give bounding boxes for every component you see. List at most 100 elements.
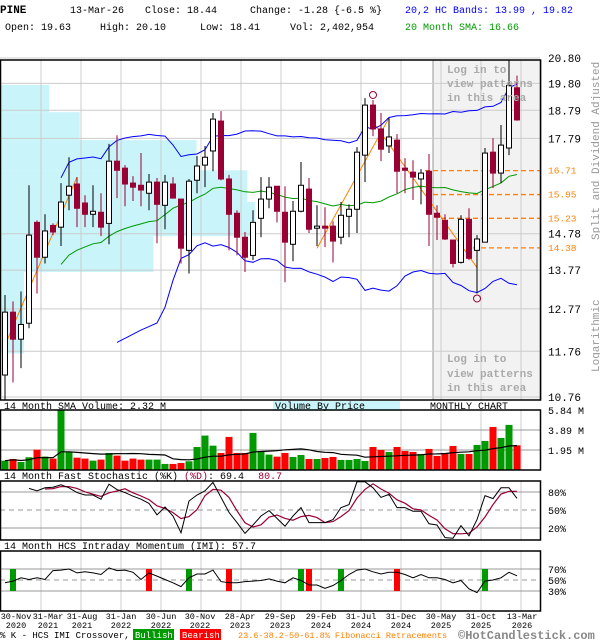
price-tick-label: 10.76	[548, 393, 581, 405]
volume-bar	[137, 459, 145, 470]
volume-bar	[313, 459, 321, 470]
legend-prefix: % K - HCS IMI Crossover,	[0, 631, 130, 640]
volume-bar	[17, 461, 25, 470]
date-tick-day: 29-Sep	[265, 612, 296, 622]
volume-bar	[129, 458, 137, 470]
volume-bar	[377, 449, 385, 470]
date-tick-day: 31-Dec	[386, 612, 417, 622]
volume-bar	[433, 455, 441, 470]
date-tick-day: 30-Nov	[185, 612, 216, 622]
volume-bar	[385, 451, 393, 470]
date-tick-year: 2023	[270, 621, 290, 631]
bullish-label: Bullish	[135, 631, 173, 640]
copyright-link[interactable]: ©HotCandlestick.com	[458, 629, 595, 640]
volume-by-price-label-bg	[273, 401, 400, 411]
stochastic-title-text: 14 Month Fast Stochastic (%K)	[4, 471, 184, 483]
bullish-candle-body	[346, 208, 352, 217]
locked-text-line: in this area	[447, 383, 527, 395]
bearish-candle-body	[242, 236, 248, 258]
imi-line	[4, 567, 518, 594]
bearish-crossover-marker	[226, 569, 232, 591]
price-tick-label: 13.77	[548, 266, 581, 278]
locked-text-line: view patterns	[447, 79, 533, 91]
volume-by-price-bars	[1, 84, 255, 354]
pivot-markers	[369, 90, 481, 303]
bullish-candle-body	[354, 151, 360, 210]
bullish-candle-body	[506, 84, 512, 149]
date-tick-year: 2022	[190, 621, 210, 631]
volume-bar	[353, 459, 361, 470]
volume-bar	[417, 453, 425, 470]
volume-by-price-bar	[1, 112, 80, 141]
volume-bar	[153, 459, 161, 470]
sma-value: 20 Month SMA: 16.66	[405, 22, 519, 34]
date-tick-year: 2026	[512, 621, 532, 631]
volume-by-price-bar	[1, 140, 197, 171]
locked-text-top: Log in to view patterns in this area	[447, 65, 533, 105]
date-tick-day: 30-May	[426, 612, 457, 622]
date-tick-day: 28-Apr	[225, 612, 256, 622]
volume-bar	[513, 445, 521, 470]
price-tick-label: 18.79	[548, 106, 581, 118]
volume-value: Vol: 2,402,954	[290, 22, 374, 34]
bullish-candle-body	[210, 118, 216, 152]
candlesticks	[2, 60, 520, 400]
volume-bar	[145, 459, 153, 470]
volume-bar	[97, 459, 105, 470]
indicator-overlays	[60, 83, 518, 343]
volume-bar	[105, 452, 113, 470]
stochastic-d-line	[44, 483, 518, 535]
volume-bar	[217, 452, 225, 470]
low-value: Low: 18.41	[200, 23, 260, 34]
open-value: Open: 19.63	[5, 23, 71, 34]
imi-panel: 70%50%30%	[0, 550, 566, 612]
stochastic-panel-frame	[0, 480, 542, 541]
volume-panel-frame	[0, 409, 542, 471]
volume-bar	[337, 459, 345, 470]
locked-text-bottom: Log in to view patterns in this area	[447, 354, 533, 395]
bullish-candle-body	[458, 218, 464, 263]
upper-band-line	[60, 83, 518, 179]
volume-bar	[73, 457, 81, 470]
volume-bar	[41, 456, 49, 470]
bearish-candle-body	[490, 151, 496, 174]
volume-bar	[297, 455, 305, 470]
imi-panel-frame	[0, 550, 542, 612]
volume-bar	[225, 436, 233, 470]
bullish-candle-body	[106, 160, 112, 224]
volume-bar	[257, 451, 265, 470]
date-tick-day: 30-Jun	[146, 612, 177, 622]
bearish-candle-body	[514, 87, 520, 121]
volume-by-price-bar	[1, 236, 154, 273]
date-tick-year: 2022	[151, 621, 171, 631]
volume-panel: 5.84 M 3.89 M 1.95 M	[0, 407, 584, 471]
date-tick-year: 2020	[6, 621, 26, 631]
volume-by-price-bar	[1, 84, 50, 113]
volume-bar	[361, 460, 369, 470]
imi-title: 14 Month HCS Intraday Momentum (IMI): 57…	[4, 541, 256, 553]
volume-bar	[505, 424, 513, 470]
volume-bar	[89, 460, 97, 470]
trough-marker	[473, 294, 481, 303]
bearish-candle-body	[82, 202, 88, 215]
bearish-candle-body	[226, 178, 232, 215]
bearish-candle-body	[34, 221, 40, 258]
close-value: Close: 18.44	[145, 5, 217, 17]
bearish-candle-body	[50, 224, 56, 233]
bullish-candle-body	[482, 152, 488, 243]
stochastic-d-label: (%D)	[184, 471, 208, 483]
price-tick-label: 19.80	[548, 79, 581, 91]
bearish-crossover-marker	[146, 569, 152, 591]
fibonacci-level-label: 16.71	[548, 166, 577, 177]
bearish-candle-body	[274, 185, 280, 212]
stochastic-tick-label: 80%	[548, 489, 566, 500]
fibonacci-swing-line	[4, 176, 78, 346]
lower-band-line	[116, 242, 518, 343]
bullish-candle-body	[298, 184, 304, 212]
bullish-candle-body	[146, 181, 152, 194]
volume-bar	[169, 463, 177, 470]
date-tick-year: 2025	[471, 621, 491, 631]
volume-bar	[305, 459, 313, 470]
date-tick-year: 2024	[351, 621, 371, 631]
volume-tick-label: 5.84 M	[548, 407, 584, 418]
